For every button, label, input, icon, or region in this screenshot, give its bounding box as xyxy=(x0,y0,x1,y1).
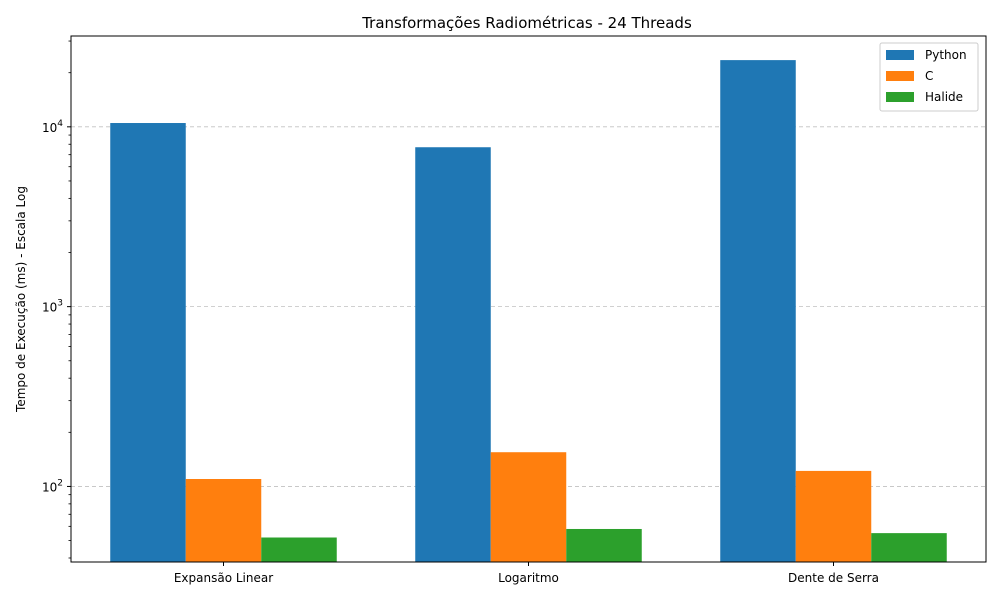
legend-swatch-python xyxy=(886,50,914,60)
bar-python-1 xyxy=(110,123,186,563)
bar-c-1 xyxy=(185,478,262,562)
legend-label-halide: Halide xyxy=(925,90,963,104)
x-tick-label: Dente de Serra xyxy=(788,571,879,585)
bar-c-3 xyxy=(795,470,872,562)
bars xyxy=(110,60,947,563)
grid-lines xyxy=(71,126,986,487)
legend-label-python: Python xyxy=(925,48,967,62)
bar-halide-1 xyxy=(261,537,337,562)
bar-halide-3 xyxy=(871,533,947,562)
legend-swatch-c xyxy=(886,71,914,81)
bar-halide-2 xyxy=(566,528,642,562)
y-tick-label: 104 xyxy=(42,119,63,135)
x-tick-label: Expansão Linear xyxy=(174,571,273,585)
y-axis: 102 103 104 xyxy=(42,40,71,559)
y-tick-label: 102 xyxy=(42,478,63,494)
bar-python-3 xyxy=(720,60,796,563)
x-axis: Expansão Linear Logaritmo Dente de Serra xyxy=(174,562,879,585)
bar-python-2 xyxy=(415,147,491,562)
legend-swatch-halide xyxy=(886,92,914,102)
legend: Python C Halide xyxy=(879,42,979,112)
y-axis-title: Tempo de Execução (ms) - Escala Log xyxy=(14,186,28,413)
legend-label-c: C xyxy=(925,69,933,83)
chart-title: Transformações Radiométricas - 24 Thread… xyxy=(361,14,692,32)
y-tick-label: 103 xyxy=(42,299,63,315)
bar-c-2 xyxy=(490,452,567,562)
x-tick-label: Logaritmo xyxy=(498,571,559,585)
